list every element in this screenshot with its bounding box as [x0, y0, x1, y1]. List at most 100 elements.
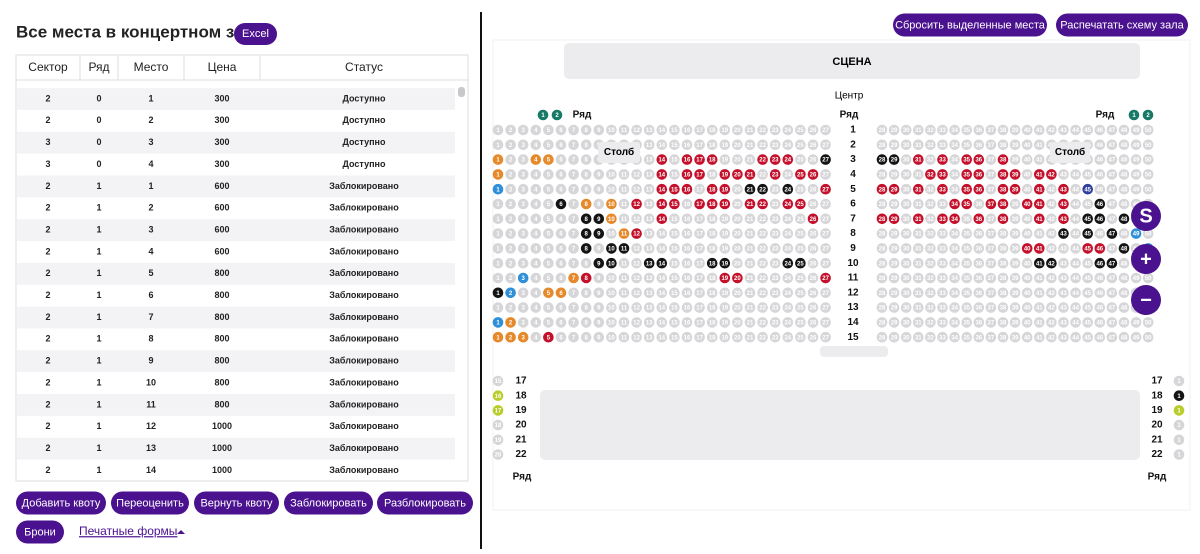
seat[interactable] [1021, 331, 1033, 343]
seat[interactable] [631, 257, 642, 269]
seat[interactable] [517, 317, 529, 328]
seat[interactable] [593, 213, 605, 225]
seat[interactable] [643, 154, 655, 165]
excel-button[interactable] [234, 23, 277, 45]
seat[interactable] [492, 213, 504, 225]
seat[interactable] [782, 243, 794, 254]
seat[interactable] [757, 243, 768, 254]
seat[interactable] [807, 139, 819, 151]
seat[interactable] [643, 124, 655, 136]
seat[interactable] [719, 154, 731, 165]
seat[interactable] [782, 124, 794, 136]
seat[interactable] [681, 228, 693, 239]
seat[interactable] [530, 272, 542, 284]
seat[interactable] [1130, 228, 1142, 239]
seat[interactable] [1034, 317, 1045, 328]
seat[interactable] [900, 139, 912, 151]
seat[interactable] [1118, 272, 1130, 284]
seat[interactable] [505, 169, 516, 180]
seat[interactable] [643, 139, 655, 151]
seat[interactable] [1082, 124, 1093, 136]
seat[interactable] [517, 287, 529, 299]
seat[interactable] [1046, 317, 1057, 328]
seat[interactable] [1021, 213, 1033, 225]
seat[interactable] [949, 183, 960, 195]
seat[interactable] [1021, 287, 1033, 299]
seat[interactable] [1142, 183, 1154, 195]
seat[interactable] [543, 272, 554, 284]
seat[interactable] [744, 272, 756, 284]
seat[interactable] [1094, 287, 1106, 299]
seat[interactable] [1034, 302, 1045, 313]
seat[interactable] [1082, 331, 1093, 343]
seat[interactable] [593, 228, 605, 239]
seat[interactable] [1118, 183, 1130, 195]
seat[interactable] [618, 124, 630, 136]
seat[interactable] [606, 257, 617, 269]
seat[interactable] [744, 243, 756, 254]
seat[interactable] [744, 183, 756, 195]
seat[interactable] [937, 154, 948, 165]
seat[interactable] [985, 302, 997, 313]
seat[interactable] [681, 198, 693, 210]
seat[interactable] [820, 302, 831, 313]
seat[interactable] [973, 302, 985, 313]
seat[interactable] [606, 213, 617, 225]
seat[interactable] [1082, 302, 1093, 313]
seat[interactable] [1094, 154, 1106, 165]
seat[interactable] [706, 228, 718, 239]
seat[interactable] [1106, 287, 1118, 299]
seat[interactable] [732, 183, 743, 195]
seat[interactable] [1094, 183, 1106, 195]
seat[interactable] [732, 287, 743, 299]
seat[interactable] [631, 302, 642, 313]
seat[interactable] [492, 331, 504, 343]
seat[interactable] [973, 243, 985, 254]
seat[interactable] [997, 331, 1009, 343]
seat[interactable] [900, 183, 912, 195]
seat[interactable] [782, 154, 794, 165]
seat[interactable] [1009, 317, 1021, 328]
seat[interactable] [555, 198, 567, 210]
seat[interactable] [820, 169, 831, 180]
top-button[interactable] [1056, 13, 1188, 37]
seat[interactable] [820, 272, 831, 284]
seat[interactable] [925, 169, 936, 180]
seat[interactable] [961, 317, 972, 328]
seat[interactable] [618, 272, 630, 284]
seat[interactable] [795, 302, 806, 313]
seat[interactable] [719, 124, 731, 136]
seat[interactable] [1106, 213, 1118, 225]
seat[interactable] [876, 169, 888, 180]
seat[interactable] [769, 183, 781, 195]
seat[interactable] [769, 257, 781, 269]
seat[interactable] [606, 124, 617, 136]
seat[interactable] [1070, 124, 1081, 136]
seat[interactable] [593, 272, 605, 284]
seat[interactable] [631, 183, 642, 195]
seat[interactable] [985, 183, 997, 195]
seat[interactable] [795, 154, 806, 165]
seat[interactable] [656, 331, 668, 343]
seat[interactable] [913, 213, 924, 225]
seat[interactable] [744, 213, 756, 225]
seat[interactable] [643, 243, 655, 254]
seat[interactable] [888, 257, 900, 269]
seat[interactable] [973, 228, 985, 239]
seat[interactable] [694, 154, 705, 165]
seat[interactable] [782, 228, 794, 239]
seat[interactable] [492, 419, 504, 431]
seat[interactable] [505, 243, 516, 254]
seat[interactable] [1173, 390, 1185, 402]
seat[interactable] [997, 272, 1009, 284]
seat[interactable] [505, 139, 516, 151]
seat[interactable] [530, 213, 542, 225]
seat[interactable] [757, 198, 768, 210]
seat[interactable] [949, 198, 960, 210]
seat[interactable] [1058, 317, 1069, 328]
seat[interactable] [593, 124, 605, 136]
seat[interactable] [1021, 272, 1033, 284]
seat[interactable] [876, 139, 888, 151]
seat[interactable] [744, 287, 756, 299]
seat[interactable] [757, 302, 768, 313]
